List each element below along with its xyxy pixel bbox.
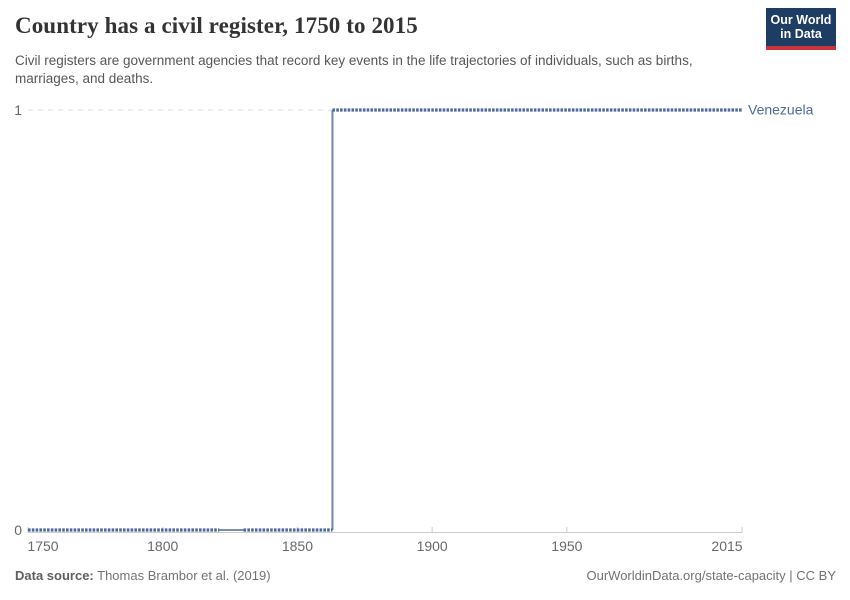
y-tick-label: 1 [14, 102, 22, 118]
logo-line-2: in Data [780, 27, 822, 41]
x-tick-label: 1950 [551, 538, 582, 554]
data-source-text: Thomas Brambor et al. (2019) [97, 568, 271, 583]
x-tick-label: 1850 [282, 538, 313, 554]
data-source-label: Data source: [15, 568, 94, 583]
y-tick-label: 0 [14, 522, 22, 538]
chart-subtitle: Civil registers are government agencies … [15, 53, 693, 86]
credit-line: OurWorldinData.org/state-capacity | CC B… [586, 568, 836, 583]
page-title: Country has a civil register, 1750 to 20… [15, 13, 418, 38]
x-tick-label: 1900 [417, 538, 448, 554]
x-tick-label: 1750 [27, 538, 58, 554]
owid-logo: Our World in Data [766, 8, 836, 50]
logo-line-1: Our World [770, 12, 832, 27]
chart-footer: Data source: Thomas Brambor et al. (2019… [15, 568, 836, 583]
x-tick-label: 2015 [711, 538, 742, 554]
chart-canvas: 1750 1800 1850 1900 1950 2015 0 1 Venezuela [14, 102, 814, 555]
x-tick-label: 1800 [147, 538, 178, 554]
data-source: Data source: Thomas Brambor et al. (2019… [15, 568, 271, 583]
entity-label: Venezuela [748, 102, 814, 118]
